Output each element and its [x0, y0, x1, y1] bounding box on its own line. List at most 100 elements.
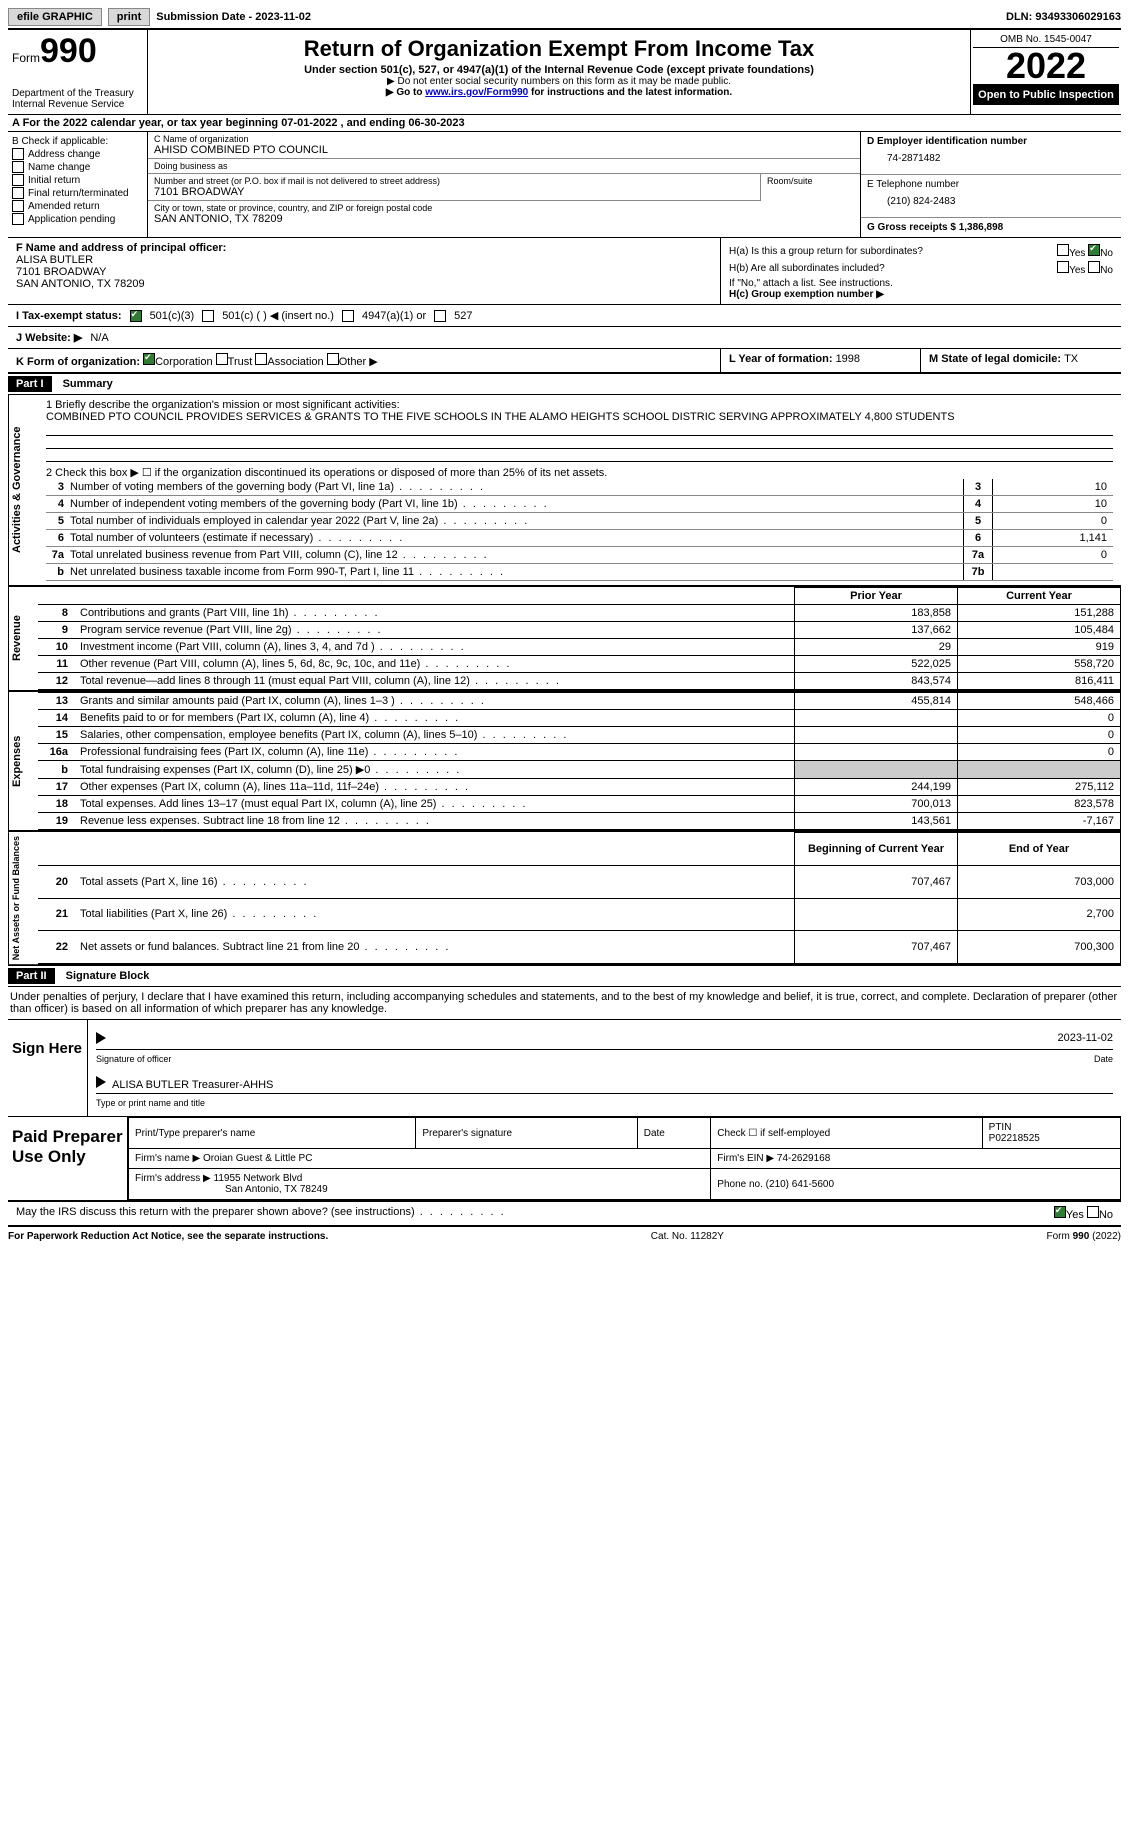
hc-label: H(c) Group exemption number ▶ [729, 289, 1113, 300]
form-subtitle: Under section 501(c), 527, or 4947(a)(1)… [152, 64, 966, 76]
line1-label: 1 Briefly describe the organization's mi… [46, 399, 1113, 411]
sig-officer-label: Signature of officer [96, 1054, 171, 1064]
chk-amended-return[interactable] [12, 200, 24, 212]
chk-corporation[interactable] [143, 353, 155, 365]
col-f-officer: F Name and address of principal officer:… [8, 238, 721, 304]
ha-no[interactable] [1088, 244, 1100, 256]
mission-line [46, 440, 1113, 449]
ha-yes[interactable] [1057, 244, 1069, 256]
officer-city: SAN ANTONIO, TX 78209 [16, 278, 712, 290]
fin-row: 22 Net assets or fund balances. Subtract… [38, 931, 1121, 964]
chk-association[interactable] [255, 353, 267, 365]
fin-header-row: Prior Year Current Year [38, 588, 1121, 605]
efile-button[interactable]: efile GRAPHIC [8, 8, 102, 26]
firm-phone: Phone no. (210) 641-5600 [711, 1169, 1121, 1200]
header-left: Form 990 Department of the Treasury Inte… [8, 30, 148, 114]
dept-treasury: Department of the Treasury [12, 88, 143, 99]
fin-row: 16a Professional fundraising fees (Part … [38, 744, 1121, 761]
revenue-table: Prior Year Current Year 8 Contributions … [38, 587, 1121, 690]
gov-line: 7aTotal unrelated business revenue from … [46, 547, 1113, 564]
row-j-website: J Website: ▶ N/A [8, 327, 1121, 349]
vlabel-expenses: Expenses [8, 692, 38, 830]
sign-here-section: Sign Here 2023-11-02 Signature of office… [8, 1020, 1121, 1117]
dba-label: Doing business as [154, 161, 854, 171]
part2-title: Signature Block [66, 970, 150, 982]
chk-501c[interactable] [202, 310, 214, 322]
chk-527[interactable] [434, 310, 446, 322]
mission-text: COMBINED PTO COUNCIL PROVIDES SERVICES &… [46, 411, 1113, 423]
open-public: Open to Public Inspection [973, 85, 1119, 105]
fin-row: 12 Total revenue—add lines 8 through 11 … [38, 673, 1121, 690]
header-center: Return of Organization Exempt From Incom… [148, 30, 971, 114]
phone-value: (210) 824-2483 [867, 190, 1115, 213]
org-name: AHISD COMBINED PTO COUNCIL [154, 144, 854, 156]
fin-row: 15 Salaries, other compensation, employe… [38, 727, 1121, 744]
discuss-no[interactable] [1087, 1206, 1099, 1218]
mission-line [46, 453, 1113, 462]
k-label: K Form of organization: [16, 356, 140, 368]
chk-address-change[interactable] [12, 148, 24, 160]
prep-ptin: PTINP02218525 [982, 1118, 1120, 1149]
net-assets-section: Net Assets or Fund Balances Beginning of… [8, 832, 1121, 966]
top-bar: efile GRAPHIC print Submission Date - 20… [8, 8, 1121, 30]
fin-row: 11 Other revenue (Part VIII, column (A),… [38, 656, 1121, 673]
fin-row: 21 Total liabilities (Part X, line 26) 2… [38, 898, 1121, 931]
fin-row: 8 Contributions and grants (Part VIII, l… [38, 605, 1121, 622]
ha-label: H(a) Is this a group return for subordin… [729, 246, 923, 257]
street-label: Number and street (or P.O. box if mail i… [154, 176, 754, 186]
chk-4947[interactable] [342, 310, 354, 322]
form-header: Form 990 Department of the Treasury Inte… [8, 30, 1121, 115]
preparer-section: Paid Preparer Use Only Print/Type prepar… [8, 1117, 1121, 1202]
section-fh: F Name and address of principal officer:… [8, 238, 1121, 305]
chk-trust[interactable] [216, 353, 228, 365]
chk-initial-return[interactable] [12, 174, 24, 186]
fin-row: 14 Benefits paid to or for members (Part… [38, 710, 1121, 727]
l-year-formation: L Year of formation: 1998 [721, 349, 921, 372]
fin-row: 13 Grants and similar amounts paid (Part… [38, 693, 1121, 710]
officer-name: ALISA BUTLER [16, 254, 712, 266]
hb-no[interactable] [1088, 261, 1100, 273]
firm-ein: Firm's EIN ▶ 74-2629168 [711, 1149, 1121, 1169]
irs-label: Internal Revenue Service [12, 99, 143, 110]
prep-self-employed: Check ☐ if self-employed [711, 1118, 982, 1149]
part2-header: Part II [8, 968, 55, 984]
firm-address: Firm's address ▶ 11955 Network Blvd San … [129, 1169, 711, 1200]
revenue-section: Revenue Prior Year Current Year 8 Contri… [8, 587, 1121, 692]
i-label: I Tax-exempt status: [16, 310, 122, 322]
sign-date: 2023-11-02 [1058, 1032, 1113, 1047]
form990-link[interactable]: www.irs.gov/Form990 [425, 87, 528, 98]
vlabel-revenue: Revenue [8, 587, 38, 690]
expenses-section: Expenses 13 Grants and similar amounts p… [8, 692, 1121, 832]
hb-label: H(b) Are all subordinates included? [729, 263, 885, 274]
prep-sig-label: Preparer's signature [416, 1118, 637, 1149]
form-note1: ▶ Do not enter social security numbers o… [152, 76, 966, 87]
fin-row: 10 Investment income (Part VIII, column … [38, 639, 1121, 656]
current-year-header: Current Year [958, 588, 1121, 605]
gross-receipts: G Gross receipts $ 1,386,898 [867, 222, 1003, 233]
city-label: City or town, state or province, country… [154, 203, 854, 213]
chk-other[interactable] [327, 353, 339, 365]
discuss-yes[interactable] [1054, 1206, 1066, 1218]
discuss-text: May the IRS discuss this return with the… [16, 1206, 506, 1221]
preparer-label: Paid Preparer Use Only [8, 1117, 128, 1200]
fin-row: 18 Total expenses. Add lines 13–17 (must… [38, 796, 1121, 813]
part1-header: Part I [8, 376, 52, 392]
prep-date-label: Date [637, 1118, 711, 1149]
street-value: 7101 BROADWAY [154, 186, 754, 198]
part1-title: Summary [63, 378, 113, 390]
hb-note: If "No," attach a list. See instructions… [729, 278, 1113, 289]
chk-final-return[interactable] [12, 187, 24, 199]
hb-yes[interactable] [1057, 261, 1069, 273]
print-button[interactable]: print [108, 8, 150, 26]
signer-name-label: Type or print name and title [96, 1098, 1113, 1108]
preparer-table: Print/Type preparer's name Preparer's si… [128, 1117, 1121, 1200]
fin-row: 19 Revenue less expenses. Subtract line … [38, 813, 1121, 830]
chk-name-change[interactable] [12, 161, 24, 173]
j-value: N/A [90, 332, 108, 344]
chk-application-pending[interactable] [12, 213, 24, 225]
fin-row: 20 Total assets (Part X, line 16) 707,46… [38, 865, 1121, 898]
city-value: SAN ANTONIO, TX 78209 [154, 213, 854, 225]
chk-501c3[interactable] [130, 310, 142, 322]
gov-line: 5Total number of individuals employed in… [46, 513, 1113, 530]
penalty-text: Under penalties of perjury, I declare th… [8, 987, 1121, 1020]
